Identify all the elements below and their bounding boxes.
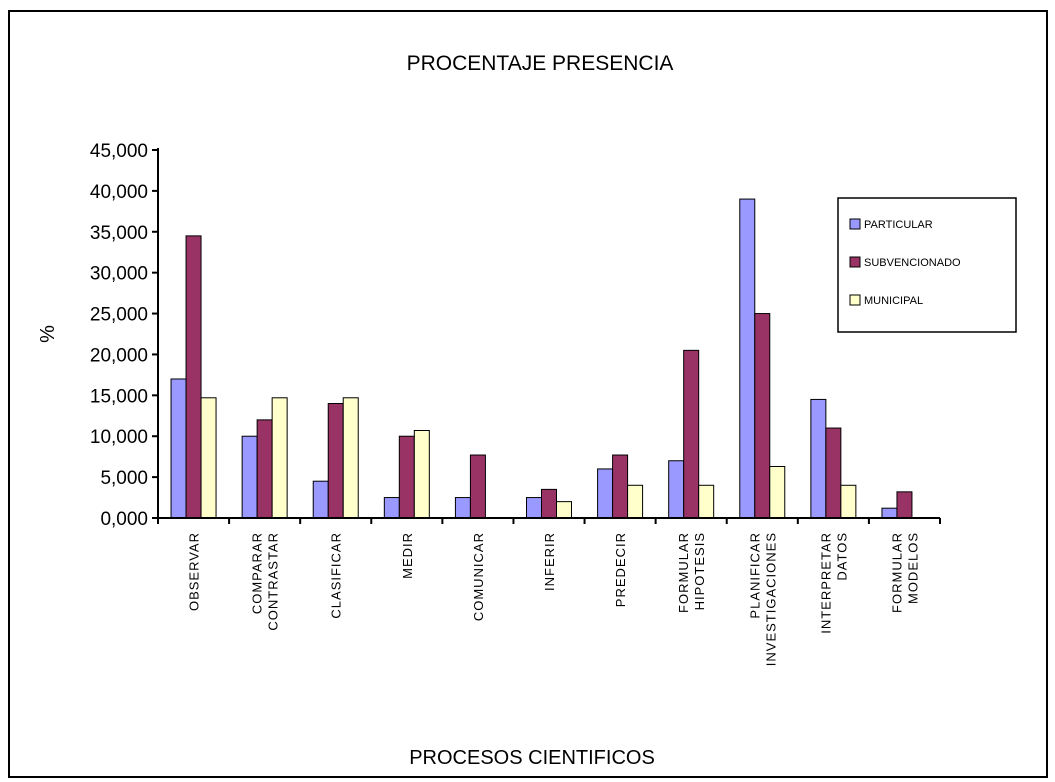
bar	[698, 484, 715, 519]
bar	[810, 398, 827, 519]
category-label-line: INTERPRETAR	[818, 532, 833, 634]
bar	[241, 435, 258, 519]
category-label-line: COMPARAR	[250, 532, 265, 614]
category-label-line: INFERIR	[542, 532, 557, 591]
bar	[526, 497, 542, 519]
y-tick-label: 25,000	[90, 305, 148, 326]
y-axis-title: %	[37, 325, 59, 343]
category-label: FORMULAR HIPOTESIS	[676, 532, 707, 613]
legend-label: PARTICULAR	[864, 219, 933, 231]
category-labels: OBSERVAR COMPARAR CONTRASTAR CLASIFICAR MEDI…	[187, 532, 921, 666]
bar	[342, 397, 359, 519]
bar	[413, 429, 430, 519]
bar	[200, 397, 217, 519]
y-tick-label: 45,000	[90, 141, 148, 162]
legend: PARTICULAR SUBVENCIONADO MUNICIPAL	[837, 197, 1017, 333]
y-tick-label: 30,000	[90, 264, 148, 285]
category-label: PREDECIR	[613, 532, 628, 607]
bar	[881, 507, 898, 519]
category-label-line: HIPOTESIS	[692, 532, 707, 610]
chart-frame: PROCENTAJE PRESENCIA % PROCESOS CIENTIFI…	[8, 10, 1048, 778]
y-tick-label: 35,000	[90, 223, 148, 244]
bar	[170, 378, 187, 519]
bar	[612, 454, 629, 519]
category-label-line: FORMULAR	[889, 532, 904, 613]
x-axis-ticks	[157, 518, 941, 524]
category-label-line: CLASIFICAR	[329, 532, 344, 619]
bar	[896, 491, 913, 519]
bar	[668, 460, 685, 519]
legend-swatch	[849, 256, 861, 268]
bar	[739, 198, 756, 519]
category-label-line: MODELOS	[905, 532, 920, 604]
bar	[769, 465, 786, 519]
y-tick-label: 15,000	[90, 386, 148, 407]
y-tick-label: 0,000	[100, 509, 148, 530]
y-tick-label: 20,000	[90, 345, 148, 366]
category-label: OBSERVAR	[187, 532, 202, 611]
category-label: CLASIFICAR	[329, 532, 344, 619]
bar-chart: PROCENTAJE PRESENCIA % PROCESOS CIENTIFI…	[37, 52, 1017, 769]
legend-label: MUNICIPAL	[864, 295, 923, 307]
bar	[398, 435, 415, 519]
bar	[469, 454, 486, 519]
bar	[597, 468, 614, 519]
category-label-line: FORMULAR	[676, 532, 691, 613]
legend-swatch	[849, 294, 861, 306]
legend-label: SUBVENCIONADO	[864, 257, 961, 269]
category-label-line: CONTRASTAR	[266, 532, 281, 631]
category-label-line: COMUNICAR	[471, 532, 486, 621]
category-label: COMUNICAR	[471, 532, 486, 621]
category-label-line: PREDECIR	[613, 532, 628, 607]
bar	[683, 349, 700, 519]
bar	[454, 497, 471, 519]
y-tick-label: 40,000	[90, 182, 148, 203]
bar	[327, 403, 344, 519]
category-label: INFERIR	[542, 532, 557, 591]
bar	[627, 484, 644, 519]
category-label-line: INVESTIGACIONES	[763, 532, 778, 666]
bar	[256, 419, 273, 519]
bar	[825, 427, 842, 519]
category-label: PLANIFICAR INVESTIGACIONES	[747, 532, 778, 666]
category-label: COMPARAR CONTRASTAR	[250, 532, 281, 631]
x-axis-title: PROCESOS CIENTIFICOS	[409, 747, 655, 769]
category-label-line: OBSERVAR	[187, 532, 202, 611]
bar	[185, 235, 202, 519]
category-label-line: MEDIR	[400, 532, 415, 579]
bar	[541, 488, 557, 519]
y-axis-ticks: 0,000 5,000 10,000 15,000 20,000 25,000 30,000…	[90, 141, 158, 530]
legend-box	[837, 197, 1017, 333]
category-label-line: PLANIFICAR	[747, 532, 762, 619]
bar	[383, 497, 400, 519]
bar	[556, 501, 572, 519]
bar	[312, 480, 329, 519]
y-tick-label: 5,000	[100, 468, 148, 489]
chart-title: PROCENTAJE PRESENCIA	[407, 52, 674, 75]
bar	[271, 397, 288, 519]
legend-swatch	[849, 218, 861, 230]
category-label-line: DATOS	[834, 532, 849, 581]
category-label: INTERPRETAR DATOS	[818, 532, 849, 634]
bars	[170, 198, 913, 519]
bar	[754, 313, 771, 519]
category-label: FORMULAR MODELOS	[889, 532, 920, 613]
category-label: MEDIR	[400, 532, 415, 579]
bar	[840, 484, 857, 519]
y-tick-label: 10,000	[90, 427, 148, 448]
